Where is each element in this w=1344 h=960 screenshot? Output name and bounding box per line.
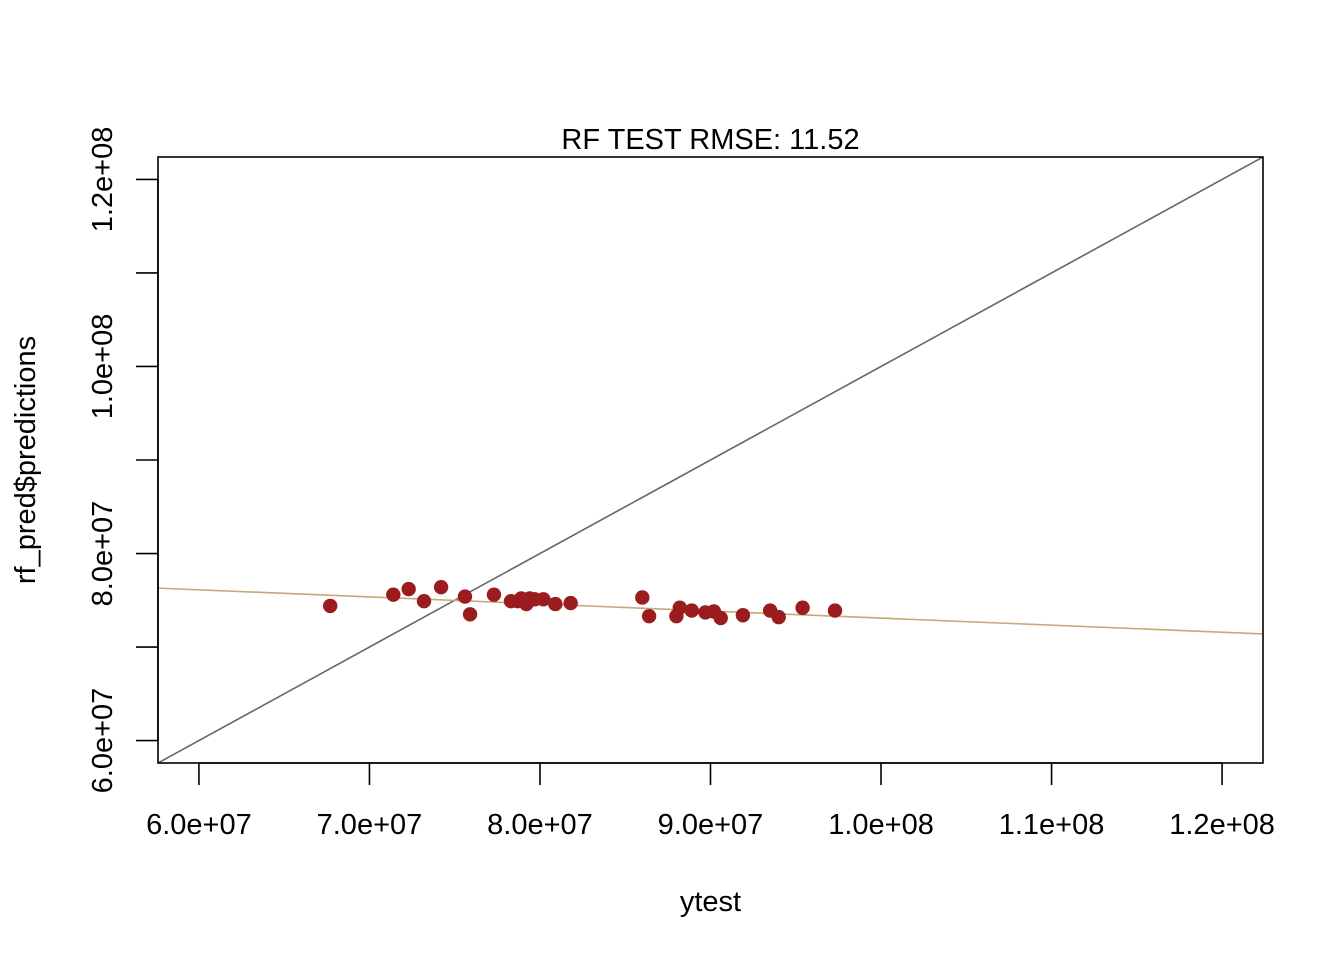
y-tick-label: 1.2e+08	[87, 127, 119, 233]
x-tick-label: 1.2e+08	[1169, 809, 1275, 841]
y-axis: 6.0e+07 8.0e+07 1.0e+08 1.2e+08	[87, 127, 159, 794]
reference-lines	[158, 157, 1263, 763]
data-point	[672, 600, 688, 615]
x-tick-label: 6.0e+07	[146, 809, 252, 841]
data-point	[563, 595, 578, 611]
identity-line	[158, 157, 1263, 763]
data-point	[771, 609, 786, 625]
data-point	[795, 600, 810, 615]
data-point	[323, 598, 338, 614]
y-tick-label: 6.0e+07	[87, 688, 119, 794]
data-point	[684, 603, 699, 618]
data-point	[641, 608, 657, 624]
data-point	[735, 608, 751, 623]
x-axis: 6.0e+07 7.0e+07 8.0e+07 9.0e+07 1.0e+08 1.1e+…	[146, 762, 1275, 841]
data-point	[486, 587, 502, 602]
data-point	[416, 594, 432, 609]
data-point	[433, 579, 449, 595]
y-tick-label: 8.0e+07	[87, 501, 119, 607]
data-point	[713, 610, 728, 626]
x-tick-label: 1.1e+08	[999, 809, 1105, 841]
chart-title: RF TEST RMSE: 11.52	[561, 124, 859, 156]
y-axis-label: rf_pred$predictions	[10, 336, 42, 584]
x-axis-label: ytest	[680, 886, 741, 918]
data-point	[548, 596, 563, 612]
data-point	[462, 607, 478, 622]
x-tick-label: 9.0e+07	[658, 809, 764, 841]
data-point	[457, 589, 473, 604]
data-point	[401, 581, 416, 597]
data-points	[323, 579, 843, 626]
x-tick-label: 8.0e+07	[487, 809, 593, 841]
x-tick-label: 7.0e+07	[317, 809, 423, 841]
y-tick-label: 1.0e+08	[87, 314, 119, 420]
data-point	[827, 603, 843, 618]
data-point	[536, 592, 551, 607]
data-point	[386, 587, 401, 602]
data-point	[635, 590, 650, 605]
x-tick-label: 1.0e+08	[828, 809, 934, 841]
